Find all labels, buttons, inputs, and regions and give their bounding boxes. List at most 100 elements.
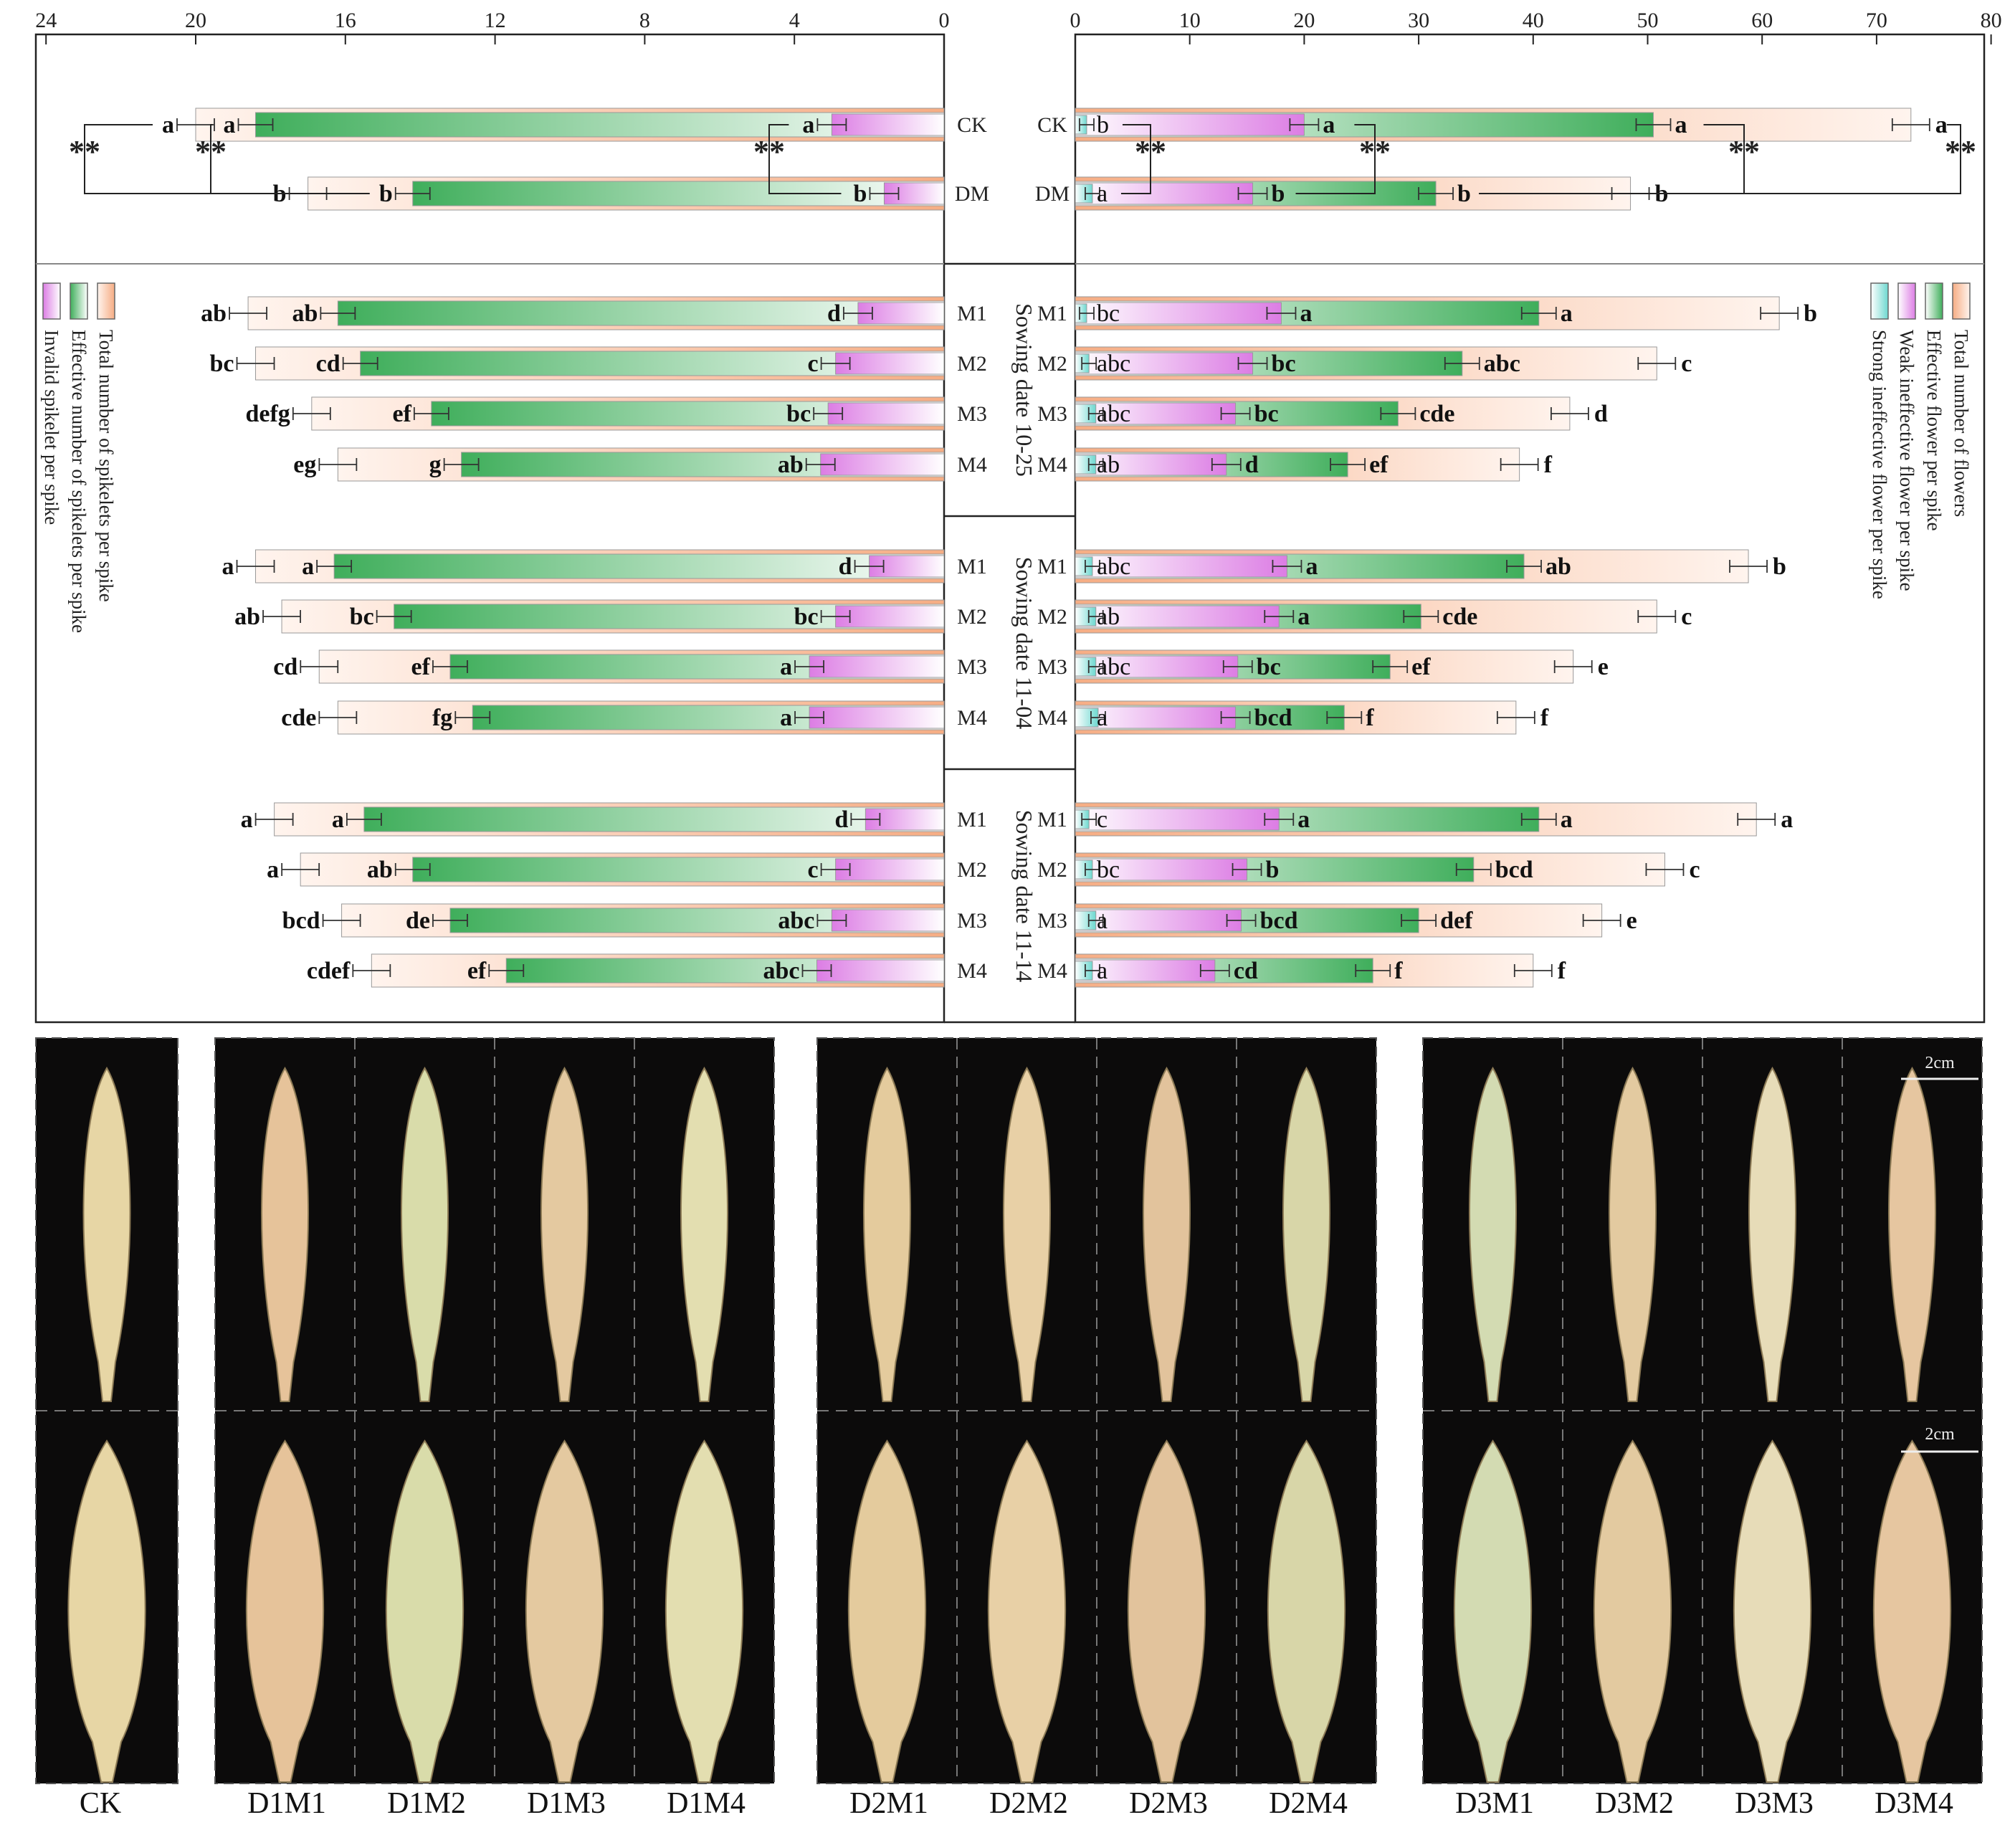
right-tick-label: 50	[1637, 9, 1659, 32]
right-tick-label: 60	[1751, 9, 1773, 32]
sig-letter-weak: bcd	[1254, 705, 1292, 731]
sig-letter-strong: a	[1097, 705, 1108, 731]
sig-letter-weak: a	[1305, 553, 1318, 580]
caption-d3m4: D3M4	[1875, 1787, 1953, 1820]
right-tick-label: 30	[1408, 9, 1429, 32]
sig-letter-total: bc	[210, 351, 234, 377]
row-label-right: M1	[1037, 808, 1067, 832]
wheat-spike-front-view	[987, 1439, 1067, 1783]
sig-letter-invalid: abc	[763, 958, 800, 984]
row-label-right: M3	[1037, 655, 1067, 679]
sig-letter-effective: b	[1457, 181, 1471, 207]
right-tick-label: 0	[1070, 9, 1081, 32]
sig-letter-weak: b	[1272, 181, 1285, 207]
wheat-spike-side-view	[261, 1066, 309, 1402]
right-chart-panel: 0 10 20 30 40 50 60 70 80aaabCKbbbaDMbaabcM1cabc…	[1035, 9, 2002, 1024]
sig-letter-effective: de	[406, 908, 430, 934]
caption-ck: CK	[79, 1787, 122, 1820]
sig-letter-invalid: bc	[794, 604, 819, 630]
wheat-spike-front-view	[665, 1439, 744, 1783]
legend-swatch-left	[70, 282, 88, 320]
significance-bracket-weak-stars: **	[1359, 134, 1391, 169]
sig-letter-invalid: d	[839, 553, 852, 580]
row-label-right: M4	[1037, 959, 1067, 983]
significance-bracket-total	[84, 124, 287, 194]
significance-bracket-strong-stars: **	[1135, 134, 1166, 169]
sig-letter-invalid: c	[808, 351, 819, 377]
sig-letter-weak: bc	[1272, 351, 1296, 377]
wheat-spike-side-view	[1748, 1066, 1796, 1402]
sig-letter-effective: g	[429, 452, 442, 478]
row-label-left: M1	[957, 555, 987, 578]
wheat-spike-front-view	[245, 1439, 325, 1783]
sig-letter-invalid: a	[802, 112, 814, 138]
row-label-right: M3	[1037, 402, 1067, 426]
sig-letter-effective: a	[332, 806, 344, 833]
wheat-spike-front-view	[525, 1439, 604, 1783]
right-tick-label: 80	[1981, 9, 2002, 32]
right-tick-label: 10	[1179, 9, 1201, 32]
wheat-spike-front-view	[1267, 1439, 1346, 1783]
sig-letter-total: a	[241, 806, 253, 833]
left-tick-label: 24	[35, 9, 57, 32]
sig-letter-strong: a	[1097, 958, 1108, 984]
sig-letter-weak: bc	[1257, 654, 1281, 680]
wheat-spike-side-view	[1469, 1066, 1517, 1402]
row-label-right: M2	[1037, 352, 1067, 376]
legend-text-left: Invalid spikelet per spike	[41, 330, 62, 525]
sig-letter-invalid: a	[780, 705, 792, 731]
wheat-spike-side-view	[863, 1066, 911, 1402]
sig-letter-total: defg	[245, 401, 290, 427]
sig-letter-total: cde	[281, 705, 316, 731]
bar-weak-ineffective-flowers	[1075, 808, 1280, 831]
significance-bracket-effective	[210, 124, 370, 194]
wheat-spike-side-view	[1888, 1066, 1936, 1402]
legend-swatch-right	[1897, 282, 1916, 320]
bar-invalid-spikelets	[820, 453, 945, 476]
row-label-left: M3	[957, 655, 987, 679]
bar-invalid-spikelets	[835, 858, 945, 881]
sig-letter-strong: abc	[1097, 401, 1130, 427]
sig-letter-invalid: d	[834, 806, 848, 833]
sig-letter-invalid: ab	[778, 452, 804, 478]
sig-letter-total: c	[1681, 351, 1692, 377]
sig-letter-effective: bcd	[1495, 857, 1533, 883]
sig-letter-total: e	[1626, 908, 1637, 934]
row-label-left: M3	[957, 402, 987, 426]
significance-bracket-total-stars: **	[1945, 134, 1976, 169]
right-tick-label: 70	[1866, 9, 1887, 32]
legends: Total number of spikelets per spikeEffec…	[41, 282, 1972, 633]
legend-text-right: Effective flower per spike	[1923, 330, 1945, 531]
sig-letter-total: ab	[201, 300, 227, 327]
sig-letter-effective: cd	[316, 351, 340, 377]
significance-bracket-total-stars: **	[69, 134, 100, 169]
legend-swatch-right	[1952, 282, 1971, 320]
wheat-spike-side-view	[401, 1066, 449, 1402]
sig-letter-total: ab	[234, 604, 260, 630]
legend-text-right: Total number of flowers	[1951, 330, 1972, 517]
wheat-spike-side-view	[680, 1066, 728, 1402]
sig-letter-invalid: b	[854, 181, 867, 207]
sig-letter-total: a	[267, 857, 279, 883]
sig-letter-weak: a	[1297, 806, 1310, 833]
row-label-left: M4	[957, 959, 987, 983]
sig-letter-invalid: bc	[786, 401, 811, 427]
sig-letter-total: c	[1681, 604, 1692, 630]
significance-bracket-strong	[1120, 124, 1151, 194]
left-frame	[34, 33, 946, 1024]
significance-bracket-effective-stars: **	[195, 134, 227, 169]
sig-letter-effective: ef	[411, 654, 431, 680]
caption-d1m1: D1M1	[247, 1787, 326, 1820]
sig-letter-effective: b	[379, 181, 393, 207]
wheat-spike-front-view	[67, 1439, 146, 1783]
left-chart-panel: 24 20 16 12 8 4 0 Sowing date 10-25 Sowing date …	[34, 9, 1075, 1024]
caption-d2m1: D2M1	[849, 1787, 928, 1820]
sig-letter-weak: a	[1300, 300, 1312, 327]
sig-letter-strong: bc	[1097, 857, 1120, 883]
row-label-left: M1	[957, 808, 987, 832]
bar-weak-ineffective-flowers	[1075, 352, 1254, 375]
sig-letter-strong: ab	[1097, 452, 1120, 478]
left-tick-label: 20	[185, 9, 206, 32]
bar-weak-ineffective-flowers	[1075, 182, 1254, 205]
sig-letter-invalid: d	[827, 300, 841, 327]
